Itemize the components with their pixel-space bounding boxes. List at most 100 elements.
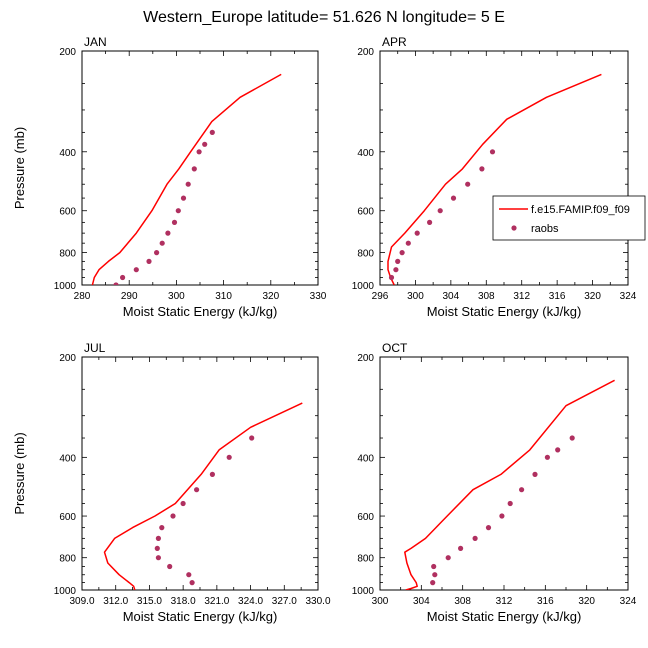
x-axis-label: Moist Static Energy (kJ/kg) <box>427 304 582 319</box>
obs-point <box>155 535 161 542</box>
x-tick-label: 312 <box>513 291 530 302</box>
obs-point <box>479 166 485 172</box>
x-tick-label: 300 <box>407 291 424 302</box>
obs-point <box>165 230 171 236</box>
y-tick-label: 800 <box>59 249 76 260</box>
obs-point <box>154 250 160 256</box>
series-group <box>387 73 602 285</box>
obs-point <box>445 555 451 561</box>
y-tick-label: 200 <box>59 47 76 58</box>
obs-point <box>209 129 215 135</box>
x-tick-label: 330.0 <box>305 596 330 607</box>
obs-point <box>249 435 255 441</box>
panel-jan: 280 290 300 310 320 330 200 400 600 800 1000 JAN Moi… <box>12 35 327 319</box>
obs-point <box>186 572 192 578</box>
x-tick-label: 321.0 <box>204 596 229 607</box>
obs-point <box>507 500 513 507</box>
obs-point <box>155 555 161 561</box>
x-tick-label: 308 <box>478 291 495 302</box>
x-tick-label: 308 <box>454 596 471 607</box>
obs-point <box>405 240 411 246</box>
panel-label: JUL <box>84 341 106 355</box>
x-tick-label: 324 <box>620 596 637 607</box>
x-axis-label: Moist Static Energy (kJ/kg) <box>427 609 582 624</box>
y-tick-label: 600 <box>357 207 374 218</box>
obs-point <box>154 545 160 552</box>
x-tick-label: 324.0 <box>238 596 263 607</box>
obs-point <box>113 282 119 285</box>
x-tick-label: 318.0 <box>171 596 196 607</box>
series-group <box>103 402 303 590</box>
y-tick-label: 400 <box>357 148 374 159</box>
y-tick-label: 600 <box>59 512 76 523</box>
x-tick-label: 300 <box>372 596 389 607</box>
x-tick-label: 330 <box>310 291 327 302</box>
y-tick-label: 600 <box>59 207 76 218</box>
x-tick-label: 310 <box>215 291 232 302</box>
obs-point <box>388 274 395 281</box>
obs-point <box>185 181 191 187</box>
obs-point <box>489 149 496 155</box>
x-tick-label: 316 <box>537 596 554 607</box>
x-tick-label: 290 <box>121 291 138 302</box>
obs-point <box>555 447 561 453</box>
obs-point <box>437 208 443 214</box>
y-tick-label: 800 <box>59 554 76 565</box>
x-tick-label: 320 <box>262 291 279 302</box>
model-line <box>404 379 615 590</box>
obs-point <box>414 230 420 236</box>
obs-point <box>170 513 176 519</box>
x-tick-label: 304 <box>443 291 460 302</box>
y-tick-label: 1000 <box>352 281 375 292</box>
panel-oct: 300 304 308 312 316 320 324 200 400 600 800 1000 OCT… <box>352 341 637 624</box>
x-tick-label: 280 <box>74 291 91 302</box>
model-line <box>387 73 602 285</box>
y-tick-label: 200 <box>357 353 374 364</box>
y-axis-label: Pressure (mb) <box>12 432 27 514</box>
obs-point <box>189 580 195 586</box>
obs-point <box>202 141 208 147</box>
x-axis-label: Moist Static Energy (kJ/kg) <box>123 304 278 319</box>
y-tick-label: 600 <box>357 512 374 523</box>
y-tick-label: 1000 <box>352 586 375 597</box>
obs-point <box>458 545 464 552</box>
obs-point <box>159 525 165 531</box>
x-tick-label: 309.0 <box>69 596 94 607</box>
plot-frame <box>379 50 629 286</box>
y-tick-label: 800 <box>357 554 374 565</box>
obs-point <box>472 535 478 542</box>
panel-label: APR <box>382 35 407 49</box>
obs-point <box>569 435 575 441</box>
x-tick-label: 315.0 <box>137 596 162 607</box>
obs-point <box>209 471 215 477</box>
obs-point <box>180 500 186 507</box>
obs-point <box>499 513 505 519</box>
obs-point <box>159 240 165 246</box>
plot-frame <box>81 50 319 286</box>
y-tick-label: 400 <box>59 453 76 464</box>
obs-point <box>133 267 139 273</box>
x-tick-label: 316 <box>549 291 566 302</box>
x-tick-label: 300 <box>168 291 185 302</box>
figure-title: Western_Europe latitude= 51.626 N longit… <box>143 9 505 26</box>
x-tick-label: 320 <box>584 291 601 302</box>
obs-point <box>191 166 197 172</box>
y-tick-label: 1000 <box>54 281 77 292</box>
panel-apr: 296 300 304 308 312 316 320 324 200 400 600 800 1000… <box>352 35 637 319</box>
series-group <box>91 73 282 285</box>
obs-point <box>146 258 152 264</box>
obs-point <box>432 572 438 578</box>
x-tick-label: 312.0 <box>103 596 128 607</box>
obs-point <box>393 267 399 273</box>
y-tick-label: 400 <box>357 453 374 464</box>
obs-point <box>532 471 538 477</box>
obs-point <box>430 580 436 586</box>
panel-jul: 309.0 312.0 315.0 318.0 321.0 324.0 327.0 330.0… <box>12 341 331 624</box>
obs-point <box>196 149 202 155</box>
y-tick-label: 800 <box>357 249 374 260</box>
obs-point <box>194 487 200 493</box>
y-tick-label: 200 <box>59 353 76 364</box>
y-tick-label: 400 <box>59 148 76 159</box>
x-tick-label: 324 <box>620 291 637 302</box>
